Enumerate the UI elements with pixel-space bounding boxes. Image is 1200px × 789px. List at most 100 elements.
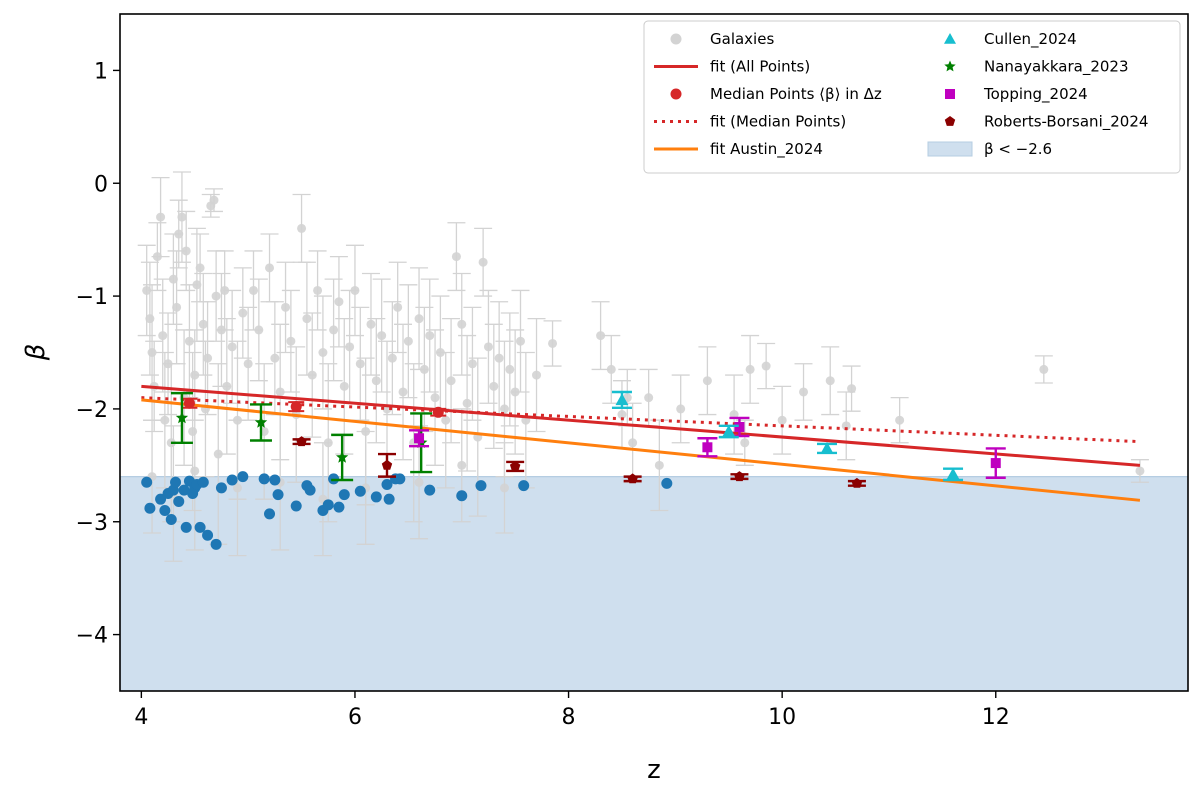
legend-handle	[927, 141, 973, 157]
galaxy-point	[297, 223, 307, 233]
galaxies-series	[137, 171, 1149, 562]
galaxy-point	[156, 212, 166, 222]
galaxy-point	[505, 364, 515, 374]
y-axis: 1 0 −1 −2 −3 −4	[76, 59, 120, 649]
galaxy-point	[142, 285, 152, 295]
galaxy-point	[499, 404, 509, 414]
galaxy-point	[467, 359, 477, 369]
legend-label: fit Austin_2024	[710, 140, 823, 159]
blue-points-series	[141, 471, 673, 550]
y-tick-label: −3	[76, 511, 108, 536]
galaxy-point	[483, 342, 493, 352]
x-axis: 4 6 8 10 12	[134, 691, 1010, 730]
galaxy-point	[366, 319, 376, 329]
fit-line	[141, 398, 1141, 502]
galaxy-point	[1135, 466, 1145, 476]
x-axis-title: z	[647, 755, 661, 785]
blue-point	[170, 476, 182, 488]
blue-point	[424, 484, 436, 496]
x-tick-label: 10	[768, 705, 796, 730]
topping-point	[414, 433, 425, 444]
galaxy-point	[313, 285, 323, 295]
galaxy-point	[895, 415, 905, 425]
blue-point	[202, 529, 214, 541]
blue-point	[144, 502, 156, 514]
roberts-borsani-point	[509, 461, 521, 471]
galaxy-point	[825, 376, 835, 386]
roberts-borsani-point	[734, 471, 745, 482]
fit-line	[141, 396, 1141, 444]
galaxy-point	[419, 364, 429, 374]
y-tick-label: −4	[76, 624, 108, 649]
cullen-point	[946, 467, 960, 480]
galaxy-point	[147, 348, 157, 357]
blue-point	[180, 521, 192, 533]
galaxy-point	[799, 387, 809, 397]
legend-label: Roberts-Borsani_2024	[984, 113, 1148, 132]
legend-label: Median Points ⟨β⟩ in Δz	[710, 85, 882, 103]
plot-frame	[119, 13, 1189, 692]
galaxy-point	[430, 393, 440, 403]
blue-point	[304, 484, 316, 496]
cullen-point	[722, 424, 736, 437]
roberts-borsani-point	[851, 477, 863, 488]
galaxy-point	[158, 331, 168, 341]
blue-point	[264, 508, 276, 520]
galaxy-point	[446, 376, 456, 386]
legend-label: Galaxies	[710, 30, 774, 48]
galaxy-point	[462, 398, 472, 408]
galaxy-point	[478, 257, 488, 267]
galaxy-point	[232, 483, 242, 493]
galaxy-point	[777, 415, 787, 425]
blue-point	[178, 484, 190, 496]
galaxy-point	[307, 370, 317, 380]
galaxy-point	[606, 364, 616, 374]
topping-point	[702, 442, 713, 453]
galaxy-point	[425, 331, 435, 341]
galaxy-point	[254, 325, 264, 335]
galaxy-point	[188, 426, 198, 436]
galaxy-point	[345, 342, 355, 352]
galaxy-point	[355, 359, 365, 369]
galaxy-point	[451, 252, 461, 262]
blue-point	[237, 471, 249, 483]
galaxy-point	[174, 229, 184, 239]
legend-handle	[670, 88, 682, 100]
legend-handle	[945, 89, 955, 99]
blue-point	[173, 495, 185, 507]
galaxy-point	[302, 314, 312, 324]
galaxy-point	[745, 364, 755, 374]
shaded-region	[120, 476, 1188, 691]
x-tick-label: 6	[348, 705, 362, 730]
cullen-point	[615, 393, 629, 406]
galaxy-point	[499, 483, 509, 493]
galaxy-point	[203, 353, 213, 363]
galaxy-point	[494, 353, 504, 363]
x-tick-label: 8	[562, 705, 576, 730]
galaxy-point	[371, 376, 381, 386]
blue-point	[272, 489, 284, 501]
galaxy-point	[172, 302, 182, 312]
blue-point	[456, 490, 468, 502]
galaxy-point	[286, 336, 296, 346]
legend-handle	[670, 33, 682, 45]
galaxy-point	[195, 263, 205, 273]
blue-point	[215, 482, 227, 494]
legend-label: Topping_2024	[983, 85, 1088, 104]
galaxy-point	[270, 353, 280, 363]
galaxy-point	[265, 263, 275, 273]
galaxy-point	[740, 438, 750, 448]
galaxy-point	[457, 319, 467, 329]
galaxy-point	[596, 331, 606, 341]
galaxy-point	[644, 393, 654, 403]
blue-point	[354, 485, 366, 497]
galaxy-point	[209, 195, 219, 205]
topping-point	[734, 421, 745, 432]
blue-point	[226, 474, 238, 486]
blue-point	[333, 501, 345, 513]
median-point	[432, 406, 444, 418]
galaxy-point	[160, 415, 170, 425]
galaxy-point	[457, 460, 467, 470]
galaxy-point	[211, 291, 221, 301]
blue-point	[155, 493, 167, 505]
